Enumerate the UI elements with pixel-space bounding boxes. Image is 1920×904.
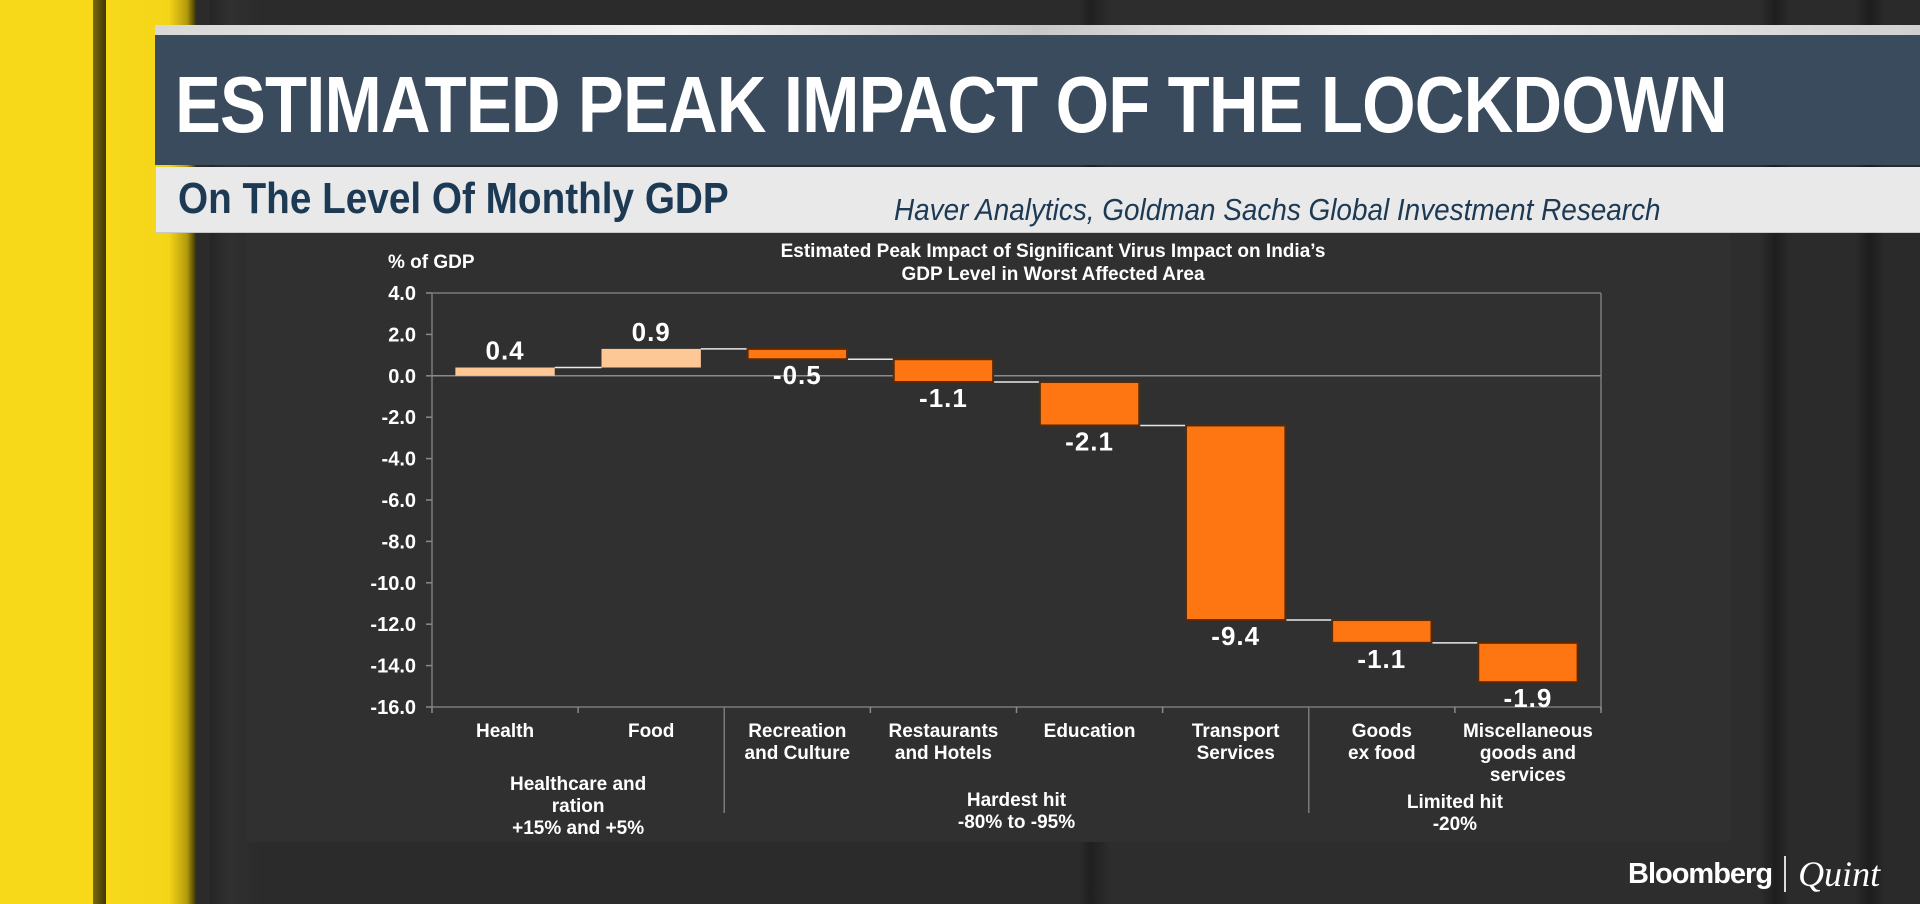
group-label: ration bbox=[552, 796, 605, 817]
bar-goods-ex-food bbox=[1331, 619, 1433, 644]
waterfall-connectors bbox=[554, 348, 1479, 644]
y-axis-ticks: 4.0 2.0 0.0 -2.0 -4.0 -6.0 -8.0 -10.0 -12.0 -14.0… bbox=[370, 283, 432, 719]
x-tick-label: and Culture bbox=[745, 743, 851, 764]
data-label: 0.4 bbox=[485, 336, 524, 366]
x-tick-label: Food bbox=[628, 721, 674, 742]
x-tick-label: Miscellaneous bbox=[1463, 721, 1593, 742]
logo-bloomberg: Bloomberg bbox=[1628, 857, 1773, 890]
group-label: -20% bbox=[1433, 814, 1477, 835]
group-label: +15% and +5% bbox=[512, 818, 644, 839]
y-tick-label: 2.0 bbox=[388, 324, 416, 346]
data-label: -9.4 bbox=[1211, 621, 1260, 651]
bar-food bbox=[601, 348, 701, 368]
y-tick-label: -16.0 bbox=[370, 697, 416, 719]
y-tick-label: -12.0 bbox=[370, 614, 416, 636]
title-top-band bbox=[155, 25, 1920, 35]
logo-quint: Quint bbox=[1798, 854, 1881, 894]
y-tick-label: -2.0 bbox=[382, 407, 416, 429]
y-tick-label: -8.0 bbox=[382, 531, 416, 553]
data-label: 0.9 bbox=[632, 317, 671, 347]
y-tick-label: 0.0 bbox=[388, 366, 416, 388]
x-tick-label: services bbox=[1490, 765, 1566, 786]
group-label: -80% to -95% bbox=[958, 812, 1075, 833]
group-label: Hardest hit bbox=[967, 790, 1067, 811]
y-tick-label: -10.0 bbox=[370, 573, 416, 595]
logo-separator bbox=[1784, 856, 1787, 892]
data-label: -1.1 bbox=[919, 383, 968, 413]
y-tick-label: 4.0 bbox=[388, 283, 416, 305]
x-tick-label: Education bbox=[1044, 721, 1136, 742]
chart-panel bbox=[246, 232, 1730, 842]
x-tick-label: Health bbox=[476, 721, 534, 742]
bar-health bbox=[455, 367, 555, 376]
chart-title-line: GDP Level in Worst Affected Area bbox=[901, 264, 1204, 285]
y-tick-label: -4.0 bbox=[382, 449, 416, 471]
page-subtitle: On The Level Of Monthly GDP bbox=[178, 174, 729, 223]
bar-education bbox=[1038, 381, 1141, 427]
page-title: ESTIMATED PEAK IMPACT OF THE LOCKDOWN bbox=[175, 60, 1728, 149]
bar-miscellaneous-goods-and-services bbox=[1477, 641, 1579, 684]
x-tick-label: Recreation bbox=[748, 721, 846, 742]
yellow-accent-strip bbox=[0, 0, 96, 904]
bloombergquint-logo: Bloomberg Quint bbox=[1628, 852, 1880, 896]
chart-title-line: Estimated Peak Impact of Significant Vir… bbox=[781, 241, 1326, 262]
title-bar: ESTIMATED PEAK IMPACT OF THE LOCKDOWN bbox=[155, 35, 1920, 165]
data-label: -1.9 bbox=[1504, 683, 1553, 713]
group-label: Limited hit bbox=[1407, 792, 1504, 813]
x-tick-label: Transport bbox=[1192, 721, 1280, 742]
subtitle-bar: On The Level Of Monthly GDP Haver Analyt… bbox=[156, 167, 1920, 233]
x-tick-label: and Hotels bbox=[895, 743, 992, 764]
x-tick-label: Restaurants bbox=[889, 721, 999, 742]
group-label: Healthcare and bbox=[510, 774, 646, 795]
data-label: -0.5 bbox=[773, 360, 822, 390]
data-label: -2.1 bbox=[1065, 426, 1114, 456]
x-tick-label: Goods bbox=[1352, 721, 1412, 742]
bar-recreation-and-culture bbox=[746, 347, 848, 361]
bars bbox=[455, 347, 1579, 684]
yellow-strip-shadow bbox=[93, 0, 107, 904]
x-tick-label: goods and bbox=[1480, 743, 1576, 764]
data-label: -1.1 bbox=[1357, 644, 1406, 674]
y-tick-label: -14.0 bbox=[370, 656, 416, 678]
bar-restaurants-and-hotels bbox=[892, 358, 995, 384]
data-labels: 0.4 0.9 -0.5 -1.1 -2.1 -9.4 -1.1 -1.9 bbox=[485, 317, 1553, 713]
y-axis-label: % of GDP bbox=[388, 252, 475, 273]
x-tick-label: ex food bbox=[1348, 743, 1416, 764]
y-tick-label: -6.0 bbox=[382, 490, 416, 512]
chart-title: Estimated Peak Impact of Significant Vir… bbox=[781, 241, 1326, 285]
bar-transport-services bbox=[1185, 424, 1287, 622]
x-tick-label: Services bbox=[1197, 743, 1275, 764]
source-credit: Haver Analytics, Goldman Sachs Global In… bbox=[894, 192, 1661, 227]
